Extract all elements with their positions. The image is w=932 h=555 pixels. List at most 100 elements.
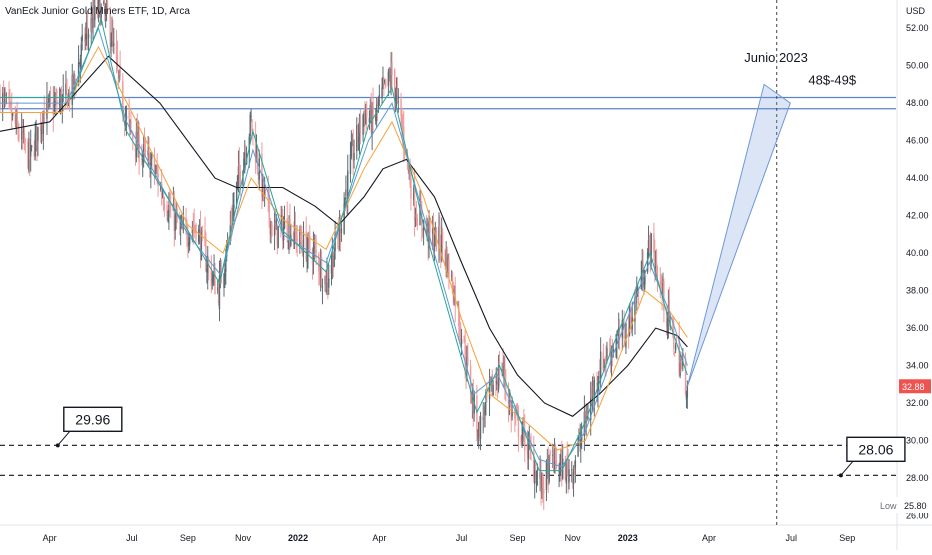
- candle-body: [488, 379, 491, 400]
- candle-body: [307, 234, 309, 255]
- x-tick-label: Sep: [180, 533, 196, 543]
- candle-body: [612, 349, 614, 353]
- candle-body: [282, 227, 285, 241]
- candle-body: [536, 475, 539, 476]
- candle-body: [79, 58, 82, 68]
- candle-body: [299, 230, 301, 246]
- candle-body: [643, 281, 645, 288]
- candle-body: [407, 160, 409, 168]
- candle-body: [47, 99, 49, 102]
- x-tick-label: Nov: [565, 533, 582, 543]
- candle-body: [406, 149, 409, 156]
- candle-body: [106, 0, 109, 12]
- candle-body: [30, 144, 32, 157]
- candle-body: [268, 195, 270, 219]
- candle-body: [318, 254, 320, 272]
- candle-body: [628, 307, 631, 336]
- candle-body: [467, 357, 469, 364]
- candle-body: [200, 230, 203, 261]
- candle-body: [201, 230, 204, 233]
- candle-body: [72, 76, 74, 90]
- candle-body: [22, 131, 25, 140]
- candle-body: [440, 233, 443, 256]
- candle-body: [533, 452, 535, 479]
- candle-body: [482, 417, 484, 420]
- y-axis: USD 52.00 50.00 48.00 46.00 44.00 42.00 40.00 38…: [906, 6, 929, 521]
- candle-body: [292, 232, 295, 240]
- candle-body: [573, 466, 576, 470]
- x-tick-label: Apr: [702, 533, 716, 543]
- candle-body: [271, 223, 273, 237]
- candle-body: [154, 172, 157, 174]
- candle-body: [252, 129, 254, 130]
- candle-body: [463, 335, 465, 342]
- candle-body: [74, 77, 76, 79]
- candle-body: [552, 454, 554, 456]
- candle-body: [293, 221, 296, 245]
- candle-body: [110, 43, 112, 47]
- candle-body: [125, 115, 128, 120]
- candle-body: [636, 286, 639, 295]
- candle-body: [395, 92, 398, 102]
- candle-body: [357, 136, 360, 142]
- x-tick-label: 2023: [618, 533, 638, 543]
- candle-body: [239, 170, 241, 185]
- candle-body: [333, 255, 335, 267]
- candle-body: [60, 91, 63, 110]
- candle-body: [4, 98, 7, 100]
- candle-body: [243, 158, 245, 174]
- candle-body: [80, 44, 82, 56]
- candle-body: [29, 141, 31, 161]
- candle-body: [41, 122, 44, 130]
- candle-body: [98, 0, 101, 2]
- candle-body: [451, 272, 454, 293]
- candle-body: [205, 244, 207, 271]
- candle-body: [262, 176, 264, 195]
- candle-body: [667, 304, 670, 323]
- x-tick-label: Sep: [839, 533, 855, 543]
- candle-body: [30, 145, 33, 148]
- candle-body: [148, 150, 150, 154]
- candle-body: [384, 79, 386, 83]
- candle-body: [218, 275, 221, 310]
- callout-anchor-dot: [55, 443, 60, 448]
- candle-body: [315, 249, 317, 253]
- candle-body: [400, 98, 402, 116]
- candle-body: [666, 320, 669, 327]
- candle-body: [27, 140, 29, 168]
- candle-body: [142, 143, 145, 153]
- candle-body: [558, 471, 560, 472]
- candle-body: [236, 175, 239, 182]
- candle-body: [596, 383, 598, 387]
- candle-body: [353, 153, 355, 161]
- candle-body: [419, 204, 421, 225]
- candle-body: [602, 352, 605, 371]
- candle-body: [161, 195, 164, 197]
- candle-body: [104, 8, 107, 16]
- candle-body: [587, 417, 589, 420]
- candle-body: [104, 6, 106, 12]
- candle-body: [276, 224, 278, 245]
- candle-body: [15, 115, 17, 129]
- moving-average-line: [0, 17, 688, 472]
- candle-body: [644, 275, 646, 285]
- candle-body: [151, 155, 153, 160]
- candle-body: [370, 105, 372, 132]
- candle-body: [320, 257, 323, 285]
- candle-body: [43, 110, 45, 123]
- candle-body: [621, 320, 624, 338]
- candle-body: [346, 190, 348, 200]
- y-tick-label: 38.00: [906, 286, 929, 296]
- candle-body: [528, 441, 530, 442]
- candle-body: [464, 344, 466, 366]
- candle-body: [338, 221, 341, 237]
- candle-body: [109, 10, 111, 44]
- candle-body: [149, 156, 151, 178]
- candle-body: [356, 124, 358, 152]
- candle-body: [662, 282, 664, 296]
- candle-body: [20, 127, 23, 139]
- candle-body: [509, 401, 512, 405]
- candle-body: [52, 102, 54, 116]
- candle-body: [263, 178, 265, 195]
